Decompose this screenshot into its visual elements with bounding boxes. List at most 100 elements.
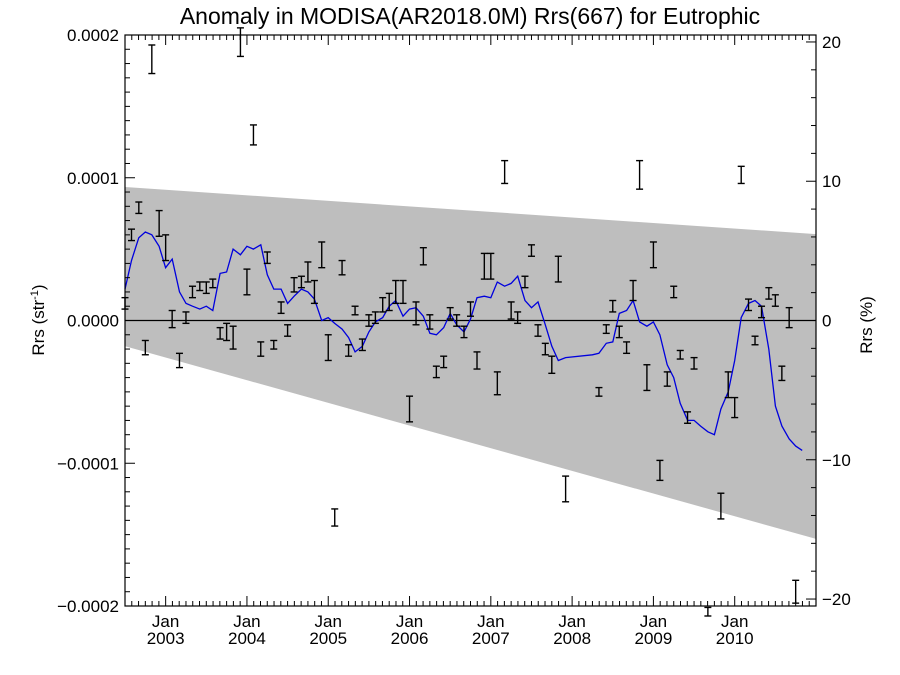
- error-bar: [480, 252, 488, 280]
- x-month-label: Jan: [233, 612, 260, 631]
- y-axis-right-label: Rrs (%): [857, 296, 876, 354]
- error-bar: [554, 255, 562, 283]
- error-bar: [432, 365, 440, 379]
- x-year-label: 2003: [147, 629, 185, 648]
- error-bar: [406, 395, 414, 423]
- error-bar: [676, 349, 684, 360]
- y-axis-left-label-close: ): [29, 284, 48, 290]
- x-year-label: 2007: [472, 629, 510, 648]
- error-bar: [135, 201, 143, 215]
- error-bar: [609, 299, 617, 313]
- error-bar: [765, 286, 773, 300]
- error-bar: [188, 285, 196, 299]
- confidence-band: [125, 187, 816, 539]
- confidence-band-layer: [125, 187, 816, 539]
- error-bar: [562, 475, 570, 503]
- error-bar: [527, 244, 535, 257]
- error-bar: [141, 339, 149, 356]
- error-bar: [148, 44, 156, 75]
- error-bar: [623, 341, 631, 355]
- error-bar: [392, 279, 400, 305]
- y-right-tick-label: 10: [822, 172, 841, 191]
- y-right-tick-label: −10: [822, 451, 851, 470]
- error-bar: [778, 365, 786, 382]
- error-bar: [249, 124, 257, 146]
- error-bar: [351, 305, 359, 316]
- error-bar: [385, 292, 393, 312]
- error-bar: [216, 326, 224, 340]
- error-bar: [236, 27, 244, 58]
- error-bar: [615, 325, 623, 339]
- error-bar: [704, 606, 712, 617]
- error-bar: [196, 281, 204, 292]
- error-bar: [162, 234, 170, 262]
- error-bar: [358, 338, 366, 352]
- error-bar: [548, 355, 556, 375]
- error-bar: [440, 355, 448, 369]
- error-bar: [290, 276, 298, 293]
- error-bar: [473, 351, 481, 370]
- error-bar: [521, 275, 529, 289]
- error-bar: [155, 209, 163, 237]
- x-year-label: 2006: [391, 629, 429, 648]
- error-bar: [331, 508, 339, 527]
- y-left-tick-label: −0.0002: [57, 597, 119, 616]
- error-bar: [663, 371, 671, 387]
- error-bar: [345, 344, 353, 357]
- error-bar: [745, 298, 753, 312]
- error-bar: [636, 159, 644, 190]
- error-bar: [656, 459, 664, 482]
- x-month-label: Jan: [315, 612, 342, 631]
- error-bar: [737, 165, 745, 185]
- x-year-label: 2004: [228, 629, 266, 648]
- error-bar: [284, 324, 292, 337]
- error-bar: [717, 492, 725, 520]
- error-bar: [629, 279, 637, 302]
- error-bar: [202, 281, 210, 295]
- axis-ticks-layer: 0.00020.00010.0000−0.0001−0.000220100−10…: [57, 26, 851, 648]
- error-bar: [412, 301, 420, 326]
- error-bar: [419, 246, 427, 266]
- error-bar: [453, 314, 461, 327]
- error-bar: [514, 311, 522, 325]
- x-month-label: Jan: [640, 612, 667, 631]
- error-bar: [534, 324, 542, 337]
- error-bar: [223, 322, 231, 342]
- error-bar: [263, 251, 271, 265]
- error-bar: [338, 259, 346, 276]
- error-bar: [541, 342, 549, 356]
- error-bar: [297, 275, 305, 289]
- error-bar: [310, 279, 318, 305]
- y-left-tick-label: 0.0000: [67, 312, 119, 331]
- error-bar: [229, 325, 237, 350]
- error-bar: [182, 311, 190, 325]
- error-bar: [318, 241, 326, 269]
- y-axis-left-label-sup: -1: [29, 290, 41, 300]
- error-bar: [690, 356, 698, 370]
- error-bar: [684, 411, 692, 424]
- error-bar: [128, 228, 136, 242]
- error-bar: [649, 241, 657, 269]
- error-bar: [460, 325, 468, 339]
- x-year-label: 2005: [309, 629, 347, 648]
- error-bar: [371, 311, 379, 325]
- error-bar: [751, 335, 759, 346]
- error-bar: [507, 301, 515, 320]
- error-bar: [277, 301, 285, 315]
- error-bar: [399, 279, 407, 305]
- error-bar: [304, 261, 312, 283]
- error-bar: [257, 341, 265, 357]
- x-year-label: 2008: [553, 629, 591, 648]
- error-bar: [446, 306, 454, 320]
- y-right-tick-label: −20: [822, 590, 851, 609]
- error-bar: [493, 371, 501, 396]
- x-month-label: Jan: [558, 612, 585, 631]
- error-bar: [758, 305, 766, 319]
- y-right-tick-label: 0: [822, 312, 831, 331]
- x-month-label: Jan: [721, 612, 748, 631]
- error-bar: [365, 314, 373, 327]
- error-bar: [379, 296, 387, 313]
- error-bar: [209, 278, 217, 289]
- y-left-tick-label: 0.0001: [67, 169, 119, 188]
